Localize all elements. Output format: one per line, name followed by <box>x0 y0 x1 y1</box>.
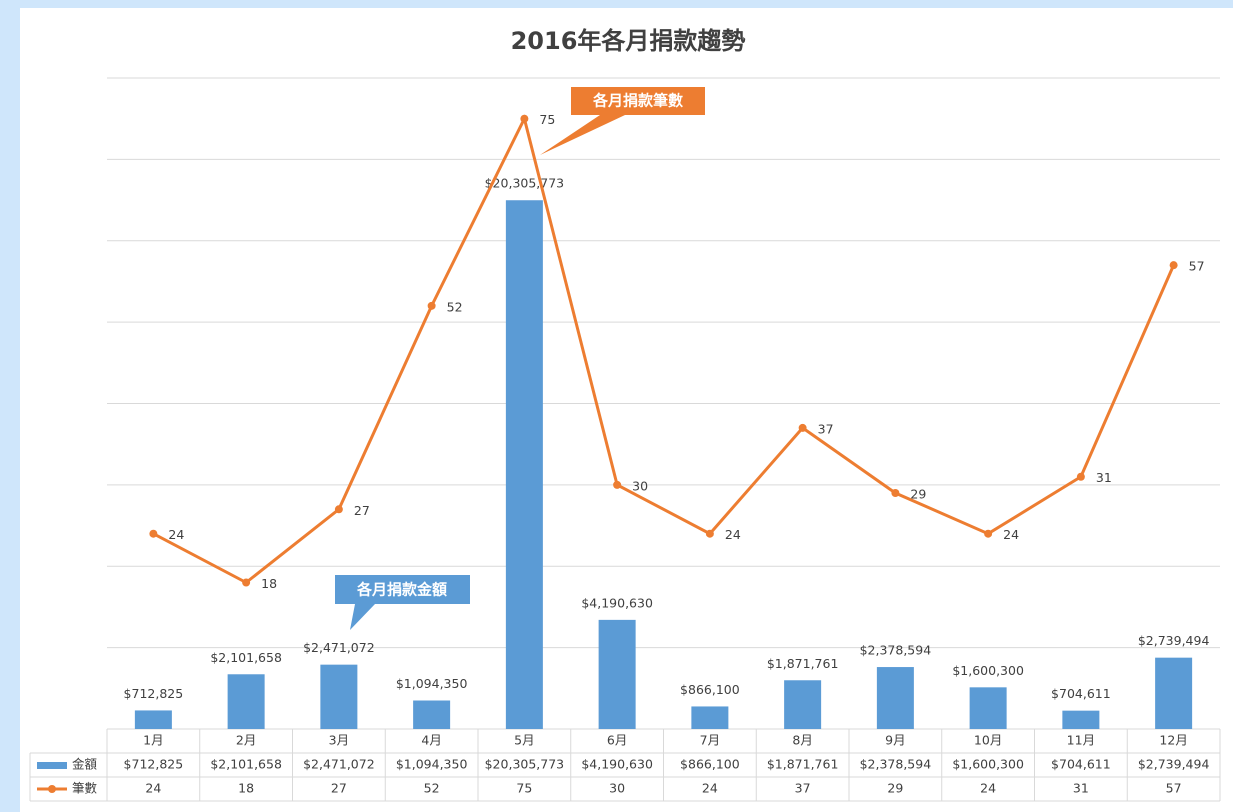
table-cell: $1,094,350 <box>396 757 468 772</box>
table-cell: $4,190,630 <box>581 757 653 772</box>
bar <box>598 619 636 729</box>
table-cell: 27 <box>331 781 347 796</box>
table-cell: $704,611 <box>1051 757 1111 772</box>
bar <box>876 667 914 729</box>
line-label: 29 <box>910 487 926 502</box>
table-cell: 24 <box>702 781 718 796</box>
x-tick-label: 6月 <box>607 733 627 748</box>
bar <box>1155 657 1193 729</box>
x-tick-label: 9月 <box>885 733 905 748</box>
table-cell: 52 <box>424 781 440 796</box>
callout-amount-text: 各月捐款金額 <box>356 581 447 599</box>
bar-label: $1,871,761 <box>767 656 839 671</box>
table-cell: $1,600,300 <box>952 757 1024 772</box>
line-marker <box>1169 261 1178 270</box>
x-tick-label: 8月 <box>792 733 812 748</box>
table-cell: $2,101,658 <box>210 757 282 772</box>
bar <box>1062 710 1100 729</box>
table-cell: 24 <box>980 781 996 796</box>
bar-label: $1,600,300 <box>952 663 1024 678</box>
line-marker <box>891 489 900 498</box>
line-marker <box>1076 472 1085 481</box>
line-marker <box>427 301 436 310</box>
bar-label: $2,739,494 <box>1138 633 1210 648</box>
bar-label: $4,190,630 <box>581 595 653 610</box>
bar-label: $20,305,773 <box>485 176 565 191</box>
callout-amount <box>335 575 470 630</box>
line-marker <box>798 423 807 432</box>
line-label: 75 <box>539 112 555 127</box>
callout-count <box>540 87 705 155</box>
line-label: 24 <box>725 527 741 542</box>
x-tick-label: 1月 <box>143 733 163 748</box>
bar-label: $712,825 <box>124 686 184 701</box>
table-cell: 57 <box>1166 781 1182 796</box>
table-cell: 37 <box>795 781 811 796</box>
line-marker <box>334 505 343 514</box>
chart-title: 2016年各月捐款趨勢 <box>511 27 746 55</box>
table-cell: $20,305,773 <box>485 757 565 772</box>
bar-label: $2,378,594 <box>860 643 932 658</box>
bar <box>134 710 172 729</box>
legend-swatch <box>37 762 67 769</box>
line-label: 31 <box>1096 470 1112 485</box>
line-label: 37 <box>818 421 834 436</box>
x-tick-label: 2月 <box>236 733 256 748</box>
line-label: 30 <box>632 478 648 493</box>
table-cell: 18 <box>238 781 254 796</box>
table-cell: 75 <box>516 781 532 796</box>
bar-label: $704,611 <box>1051 686 1111 701</box>
bar-label: $2,471,072 <box>303 640 375 655</box>
line-label: 27 <box>354 503 370 518</box>
x-tick-label: 3月 <box>329 733 349 748</box>
table-cell: 24 <box>145 781 161 796</box>
table-cell: 30 <box>609 781 625 796</box>
table-cell: $1,871,761 <box>767 757 839 772</box>
line-marker <box>705 529 714 538</box>
line-label: 52 <box>447 299 463 314</box>
line-marker <box>520 114 529 123</box>
bar <box>505 200 543 729</box>
line-marker <box>242 578 251 587</box>
x-tick-label: 5月 <box>514 733 534 748</box>
bar-label: $866,100 <box>680 682 740 697</box>
line-label: 57 <box>1189 259 1205 274</box>
callout-count-text: 各月捐款筆數 <box>592 92 683 110</box>
legend-label: 金額 <box>72 757 98 772</box>
table-cell: $866,100 <box>680 757 740 772</box>
table-cell: 29 <box>887 781 903 796</box>
table-cell: $2,739,494 <box>1138 757 1210 772</box>
line <box>152 114 1176 585</box>
bar-label: $2,101,658 <box>210 650 282 665</box>
line-label: 24 <box>168 527 184 542</box>
x-tick-label: 10月 <box>974 733 1002 748</box>
table-cell: $2,471,072 <box>303 757 375 772</box>
bar <box>320 664 358 729</box>
table-cell: $712,825 <box>124 757 184 772</box>
x-tick-label: 11月 <box>1067 733 1095 748</box>
line-marker <box>149 529 158 538</box>
bar <box>227 674 265 729</box>
line-marker <box>984 529 993 538</box>
x-tick-label: 7月 <box>700 733 720 748</box>
x-tick-label: 12月 <box>1159 733 1187 748</box>
bar-label: $1,094,350 <box>396 676 468 691</box>
bar <box>413 700 451 729</box>
bar <box>784 680 822 729</box>
bar <box>969 687 1007 729</box>
legend-label: 筆數 <box>72 781 98 796</box>
line-label: 18 <box>261 576 277 591</box>
x-tick-label: 4月 <box>421 733 441 748</box>
table-cell: 31 <box>1073 781 1089 796</box>
bar <box>691 706 729 729</box>
legend-swatch-marker <box>48 785 56 793</box>
line-marker <box>613 480 622 489</box>
line-label: 24 <box>1003 527 1019 542</box>
table-cell: $2,378,594 <box>860 757 932 772</box>
